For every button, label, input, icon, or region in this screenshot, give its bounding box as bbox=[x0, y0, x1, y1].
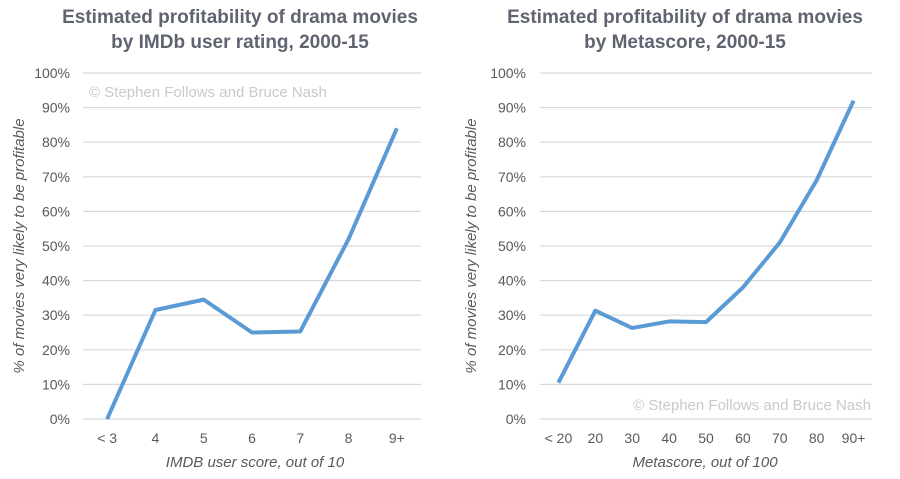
y-tick-label: 20% bbox=[498, 342, 526, 358]
watermark: © Stephen Follows and Bruce Nash bbox=[89, 84, 327, 101]
x-tick-label: 30 bbox=[624, 430, 640, 446]
y-tick-label: 80% bbox=[498, 134, 526, 150]
y-tick-label: 90% bbox=[498, 100, 526, 116]
y-tick-label: 60% bbox=[42, 203, 70, 219]
x-tick-label: 4 bbox=[152, 430, 160, 446]
x-tick-label: 8 bbox=[345, 430, 353, 446]
chart-title: by Metascore, 2000-15 bbox=[584, 32, 786, 53]
x-tick-label: 7 bbox=[296, 430, 304, 446]
x-tick-label: 40 bbox=[661, 430, 677, 446]
y-tick-label: 90% bbox=[42, 100, 70, 116]
y-tick-label: 40% bbox=[42, 273, 70, 289]
x-tick-label: 60 bbox=[735, 430, 751, 446]
y-axis-label: % of movies very likely to be profitable bbox=[11, 118, 28, 373]
y-tick-label: 80% bbox=[42, 134, 70, 150]
x-tick-label: 80 bbox=[809, 430, 825, 446]
y-tick-label: 0% bbox=[50, 411, 70, 427]
y-tick-label: 50% bbox=[42, 238, 70, 254]
y-tick-label: 10% bbox=[42, 376, 70, 392]
x-axis-label: IMDB user score, out of 10 bbox=[166, 454, 345, 471]
watermark: © Stephen Follows and Bruce Nash bbox=[633, 397, 871, 414]
y-tick-label: 40% bbox=[498, 273, 526, 289]
y-tick-label: 50% bbox=[498, 238, 526, 254]
y-tick-label: 10% bbox=[498, 376, 526, 392]
y-tick-label: 20% bbox=[42, 342, 70, 358]
x-tick-label: 90+ bbox=[842, 430, 866, 446]
y-tick-label: 30% bbox=[498, 307, 526, 323]
series-line bbox=[556, 99, 856, 384]
y-tick-label: 100% bbox=[34, 65, 70, 81]
chart-2: Estimated profitability of drama movies b… bbox=[463, 7, 872, 471]
series-line bbox=[105, 127, 399, 420]
chart-title: by IMDb user rating, 2000-15 bbox=[111, 32, 369, 53]
x-tick-label: 5 bbox=[200, 430, 208, 446]
y-tick-label: 30% bbox=[42, 307, 70, 323]
chart-1: Estimated profitability of drama movies b… bbox=[11, 7, 421, 471]
x-tick-label: 6 bbox=[248, 430, 256, 446]
y-tick-label: 70% bbox=[42, 169, 70, 185]
y-tick-label: 100% bbox=[490, 65, 526, 81]
x-tick-label: 50 bbox=[698, 430, 714, 446]
x-axis-label: Metascore, out of 100 bbox=[632, 454, 778, 471]
y-axis-label: % of movies very likely to be profitable bbox=[463, 118, 480, 373]
x-tick-label: < 20 bbox=[545, 430, 573, 446]
x-tick-label: 9+ bbox=[389, 430, 405, 446]
y-tick-label: 0% bbox=[506, 411, 526, 427]
x-tick-label: < 3 bbox=[97, 430, 117, 446]
y-tick-label: 70% bbox=[498, 169, 526, 185]
x-tick-label: 20 bbox=[588, 430, 604, 446]
chart-title: Estimated profitability of drama movies bbox=[507, 7, 863, 28]
chart-title: Estimated profitability of drama movies bbox=[62, 7, 418, 28]
y-tick-label: 60% bbox=[498, 203, 526, 219]
x-tick-label: 70 bbox=[772, 430, 788, 446]
